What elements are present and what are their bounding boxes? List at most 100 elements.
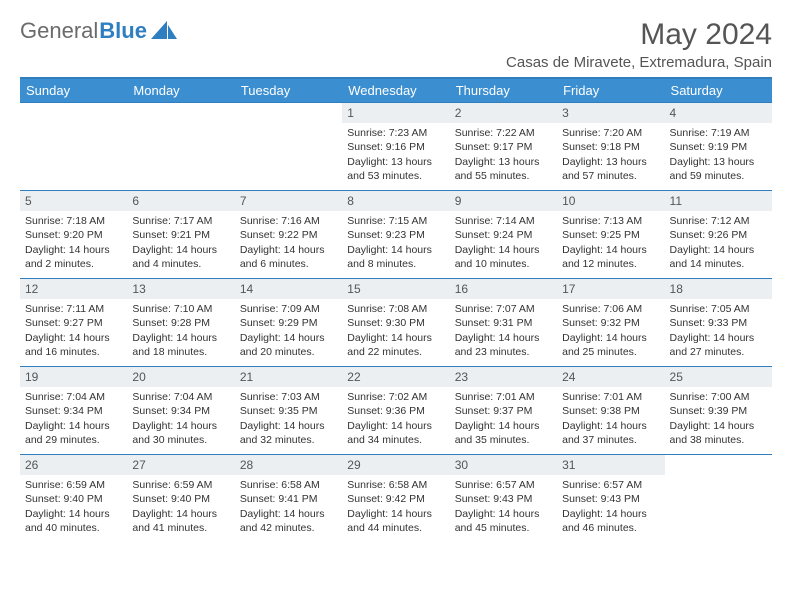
day-details: Sunrise: 7:01 AMSunset: 9:37 PMDaylight:… — [455, 390, 552, 447]
calendar-cell: 7 Sunrise: 7:16 AMSunset: 9:22 PMDaylight… — [235, 191, 342, 279]
day-details: Sunrise: 7:08 AMSunset: 9:30 PMDaylight:… — [347, 302, 444, 359]
day-details: Sunrise: 6:59 AMSunset: 9:40 PMDaylight:… — [25, 478, 122, 535]
day-details: Sunrise: 6:57 AMSunset: 9:43 PMDaylight:… — [562, 478, 659, 535]
day-details: Sunrise: 7:04 AMSunset: 9:34 PMDaylight:… — [132, 390, 229, 447]
day-number: 12 — [20, 279, 127, 299]
calendar-cell — [127, 103, 234, 191]
day-details: Sunrise: 7:23 AMSunset: 9:16 PMDaylight:… — [347, 126, 444, 183]
day-number: 2 — [450, 103, 557, 123]
day-details: Sunrise: 7:10 AMSunset: 9:28 PMDaylight:… — [132, 302, 229, 359]
logo-sail-icon — [151, 21, 177, 41]
location-label: Casas de Miravete, Extremadura, Spain — [506, 54, 772, 71]
calendar-cell: 5Sunrise: 7:18 AMSunset: 9:20 PMDaylight… — [20, 191, 127, 279]
calendar-row: 26Sunrise: 6:59 AMSunset: 9:40 PMDayligh… — [20, 455, 772, 543]
calendar-cell: 9 Sunrise: 7:14 AMSunset: 9:24 PMDaylight… — [450, 191, 557, 279]
day-number: 17 — [557, 279, 664, 299]
day-details: Sunrise: 7:11 AMSunset: 9:27 PMDaylight:… — [25, 302, 122, 359]
calendar-cell: 22Sunrise: 7:02 AMSunset: 9:36 PMDayligh… — [342, 367, 449, 455]
calendar-cell: 27Sunrise: 6:59 AMSunset: 9:40 PMDayligh… — [127, 455, 234, 543]
calendar-cell: 25 Sunrise: 7:00 AMSunset: 9:39 PMDayligh… — [665, 367, 772, 455]
day-number: 21 — [235, 367, 342, 387]
day-number: 20 — [127, 367, 234, 387]
day-details: Sunrise: 7:15 AMSunset: 9:23 PMDaylight:… — [347, 214, 444, 271]
day-number: 19 — [20, 367, 127, 387]
day-details: Sunrise: 7:13 AMSunset: 9:25 PMDaylight:… — [562, 214, 659, 271]
day-number: 28 — [235, 455, 342, 475]
calendar-cell: 31 Sunrise: 6:57 AMSunset: 9:43 PMDayligh… — [557, 455, 664, 543]
day-details: Sunrise: 7:17 AMSunset: 9:21 PMDaylight:… — [132, 214, 229, 271]
calendar-body: 1 Sunrise: 7:23 AMSunset: 9:16 PMDaylight… — [20, 103, 772, 543]
calendar-cell: 26 Sunrise: 6:59 AMSunset: 9:40 PMDayligh… — [20, 455, 127, 543]
calendar-cell: 4Sunrise: 7:19 AMSunset: 9:19 PMDaylight… — [665, 103, 772, 191]
calendar-cell: 29 Sunrise: 6:58 AMSunset: 9:42 PMDayligh… — [342, 455, 449, 543]
calendar-row: 19Sunrise: 7:04 AMSunset: 9:34 PMDayligh… — [20, 367, 772, 455]
logo: GeneralBlue — [20, 18, 177, 44]
header: GeneralBlue May 2024 Casas de Miravete, … — [20, 18, 772, 71]
day-details: Sunrise: 7:20 AMSunset: 9:18 PMDaylight:… — [562, 126, 659, 183]
day-details: Sunrise: 7:16 AMSunset: 9:22 PMDaylight:… — [240, 214, 337, 271]
day-details: Sunrise: 7:02 AMSunset: 9:36 PMDaylight:… — [347, 390, 444, 447]
day-number: 10 — [557, 191, 664, 211]
day-details: Sunrise: 7:00 AMSunset: 9:39 PMDaylight:… — [670, 390, 767, 447]
day-details: Sunrise: 7:06 AMSunset: 9:32 PMDaylight:… — [562, 302, 659, 359]
day-number: 6 — [127, 191, 234, 211]
day-details: Sunrise: 7:01 AMSunset: 9:38 PMDaylight:… — [562, 390, 659, 447]
day-number: 5 — [20, 191, 127, 211]
day-number: 15 — [342, 279, 449, 299]
calendar-cell: 12 Sunrise: 7:11 AMSunset: 9:27 PMDayligh… — [20, 279, 127, 367]
calendar-cell: 17 Sunrise: 7:06 AMSunset: 9:32 PMDayligh… — [557, 279, 664, 367]
title-block: May 2024 Casas de Miravete, Extremadura,… — [506, 18, 772, 71]
day-details: Sunrise: 7:07 AMSunset: 9:31 PMDaylight:… — [455, 302, 552, 359]
weekday-header: Monday — [127, 78, 234, 103]
day-number: 31 — [557, 455, 664, 475]
day-number: 16 — [450, 279, 557, 299]
calendar-cell — [235, 103, 342, 191]
day-details: Sunrise: 6:58 AMSunset: 9:42 PMDaylight:… — [347, 478, 444, 535]
weekday-header: Saturday — [665, 78, 772, 103]
logo-text-blue: Blue — [99, 18, 147, 44]
calendar-row: 1 Sunrise: 7:23 AMSunset: 9:16 PMDaylight… — [20, 103, 772, 191]
day-details: Sunrise: 6:57 AMSunset: 9:43 PMDaylight:… — [455, 478, 552, 535]
day-details: Sunrise: 7:03 AMSunset: 9:35 PMDaylight:… — [240, 390, 337, 447]
day-number: 7 — [235, 191, 342, 211]
weekday-header: Thursday — [450, 78, 557, 103]
logo-text-general: General — [20, 18, 98, 44]
calendar-cell: 8 Sunrise: 7:15 AMSunset: 9:23 PMDaylight… — [342, 191, 449, 279]
weekday-header: Tuesday — [235, 78, 342, 103]
day-number: 30 — [450, 455, 557, 475]
day-number: 18 — [665, 279, 772, 299]
calendar-cell: 2 Sunrise: 7:22 AMSunset: 9:17 PMDaylight… — [450, 103, 557, 191]
calendar-cell: 18Sunrise: 7:05 AMSunset: 9:33 PMDayligh… — [665, 279, 772, 367]
calendar-cell: 13 Sunrise: 7:10 AMSunset: 9:28 PMDayligh… — [127, 279, 234, 367]
day-number: 9 — [450, 191, 557, 211]
day-number: 14 — [235, 279, 342, 299]
day-number: 26 — [20, 455, 127, 475]
calendar-cell: 15 Sunrise: 7:08 AMSunset: 9:30 PMDayligh… — [342, 279, 449, 367]
calendar-cell: 21 Sunrise: 7:03 AMSunset: 9:35 PMDayligh… — [235, 367, 342, 455]
weekday-header: Wednesday — [342, 78, 449, 103]
calendar-cell: 3Sunrise: 7:20 AMSunset: 9:18 PMDaylight… — [557, 103, 664, 191]
calendar-cell: 30 Sunrise: 6:57 AMSunset: 9:43 PMDayligh… — [450, 455, 557, 543]
day-details: Sunrise: 7:14 AMSunset: 9:24 PMDaylight:… — [455, 214, 552, 271]
day-details: Sunrise: 7:04 AMSunset: 9:34 PMDaylight:… — [25, 390, 122, 447]
calendar-cell: 1 Sunrise: 7:23 AMSunset: 9:16 PMDaylight… — [342, 103, 449, 191]
day-details: Sunrise: 7:22 AMSunset: 9:17 PMDaylight:… — [455, 126, 552, 183]
calendar-cell: 10 Sunrise: 7:13 AMSunset: 9:25 PMDayligh… — [557, 191, 664, 279]
calendar-cell — [665, 455, 772, 543]
weekday-header: Sunday — [20, 78, 127, 103]
day-number: 8 — [342, 191, 449, 211]
calendar-cell: 28Sunrise: 6:58 AMSunset: 9:41 PMDayligh… — [235, 455, 342, 543]
day-number: 25 — [665, 367, 772, 387]
day-number: 23 — [450, 367, 557, 387]
day-number: 29 — [342, 455, 449, 475]
day-number: 13 — [127, 279, 234, 299]
calendar-cell: 6 Sunrise: 7:17 AMSunset: 9:21 PMDaylight… — [127, 191, 234, 279]
calendar-cell: 20 Sunrise: 7:04 AMSunset: 9:34 PMDayligh… — [127, 367, 234, 455]
calendar-row: 12 Sunrise: 7:11 AMSunset: 9:27 PMDayligh… — [20, 279, 772, 367]
weekday-header: Friday — [557, 78, 664, 103]
day-details: Sunrise: 7:12 AMSunset: 9:26 PMDaylight:… — [670, 214, 767, 271]
day-details: Sunrise: 6:59 AMSunset: 9:40 PMDaylight:… — [132, 478, 229, 535]
day-number: 1 — [342, 103, 449, 123]
calendar-cell: 16 Sunrise: 7:07 AMSunset: 9:31 PMDayligh… — [450, 279, 557, 367]
day-number: 11 — [665, 191, 772, 211]
